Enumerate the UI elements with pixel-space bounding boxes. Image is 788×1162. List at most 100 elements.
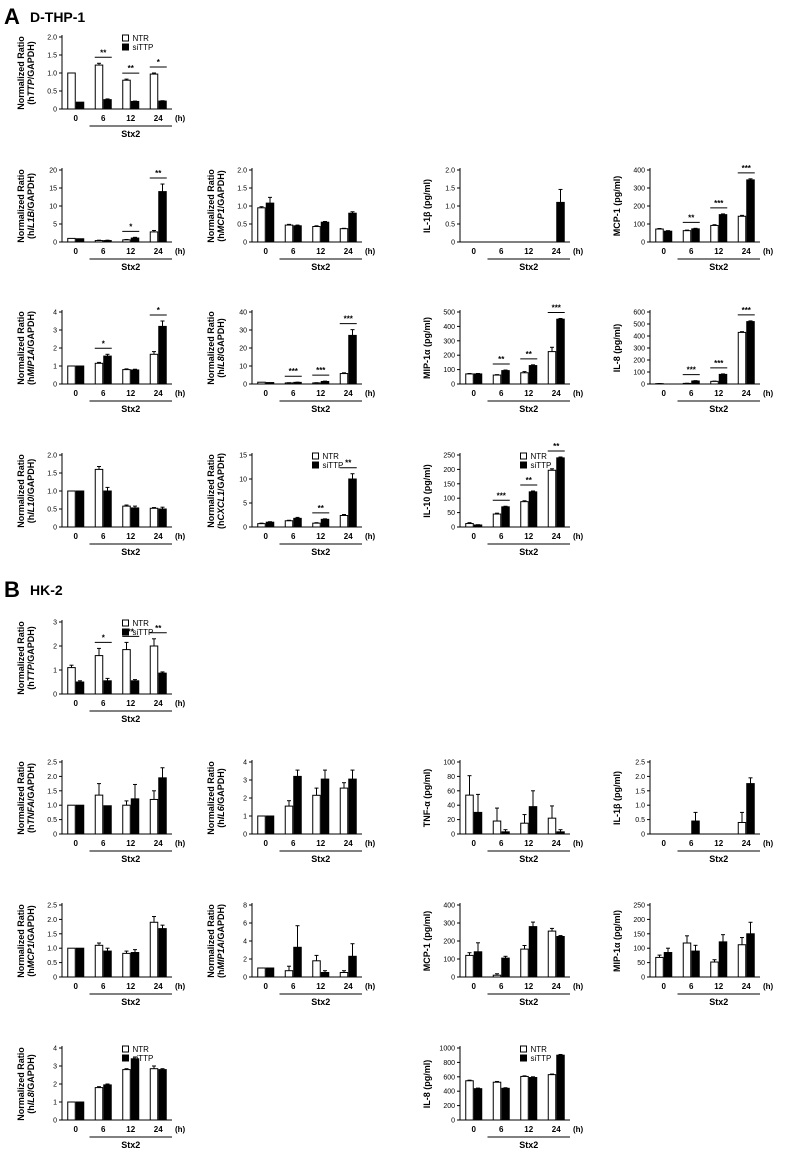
chart-0: 0 0.5 1.0 1.5 2.0 Normalized Ratio (hTTP/GAPDH…	[16, 34, 186, 139]
time-unit-label: (h)	[175, 532, 186, 541]
bar-ntr-24	[737, 944, 747, 978]
x-tick-label: 6	[499, 839, 504, 848]
bar-sittp-0	[265, 382, 275, 385]
x-tick-label: 24	[154, 1125, 163, 1134]
panel-b-label: B	[4, 577, 20, 602]
x-tick-label: 0	[74, 1125, 79, 1134]
y-tick-label: 6	[243, 921, 247, 928]
stx2-label: Stx2	[519, 262, 538, 272]
y-tick-label: 300	[633, 346, 645, 353]
stx2-label: Stx2	[121, 1140, 140, 1150]
y-axis-label: Normalized Ratio	[206, 169, 216, 243]
x-tick-label: 24	[154, 839, 163, 848]
y-tick-label: 20	[447, 817, 455, 824]
bar-sittp-6	[103, 950, 112, 978]
bar-sittp-6	[691, 228, 700, 243]
y-axis-label: MIP-1α (pg/ml)	[422, 317, 432, 379]
y-tick-label: 1.0	[47, 803, 57, 810]
bar-sittp-24	[158, 508, 167, 528]
x-tick-label: 0	[74, 699, 79, 708]
stx2-label: Stx2	[121, 129, 140, 139]
time-unit-label: (h)	[573, 247, 584, 256]
x-tick-label: 6	[291, 839, 296, 848]
bar-sittp-0	[75, 365, 85, 385]
y-tick-label: 1.5	[445, 186, 455, 193]
y-tick-label: 250	[633, 903, 645, 910]
stx2-label: Stx2	[121, 997, 140, 1007]
time-unit-label: (h)	[763, 247, 774, 256]
bar-ntr-24	[547, 469, 557, 528]
y-axis-label: Normalized Ratio	[16, 169, 26, 243]
bar-sittp-0	[75, 1101, 85, 1121]
x-tick-label: 24	[552, 982, 561, 991]
bar-sittp-24	[158, 100, 167, 110]
bar-ntr-0	[465, 1080, 474, 1121]
significance-label: **	[553, 442, 560, 451]
bar-ntr-0	[257, 967, 266, 978]
panel-a-label: A	[4, 4, 20, 29]
y-tick-label: 2	[53, 644, 57, 651]
y-tick-label: 0	[641, 832, 645, 839]
time-unit-label: (h)	[175, 982, 186, 991]
y-tick-label: 200	[443, 1103, 455, 1110]
y-tick-label: 1000	[439, 1046, 455, 1053]
legend-label-ntr: NTR	[133, 1045, 150, 1054]
y-axis-label-part: (h	[216, 521, 226, 530]
bar-ntr-24	[737, 331, 747, 385]
x-tick-label: 24	[344, 389, 353, 398]
y-tick-label: 1.0	[47, 71, 57, 78]
x-tick-label: 6	[499, 532, 504, 541]
legend-label-sittp: siTTP	[133, 43, 154, 52]
y-axis-label-part: IL8	[26, 1092, 36, 1105]
y-axis-label-part: /GAPDH)	[216, 768, 226, 806]
y-axis-label-part: Normalized Ratio	[16, 36, 26, 110]
bar-sittp-0	[663, 230, 673, 243]
stx2-label: Stx2	[709, 262, 728, 272]
y-axis-label-part: Normalized Ratio	[16, 169, 26, 243]
y-axis-label-part: /GAPDH)	[216, 453, 226, 491]
bar-sittp-6	[501, 370, 510, 385]
bar-sittp-6	[691, 950, 700, 978]
x-tick-label: 12	[524, 532, 533, 541]
bar-ntr-12	[122, 952, 131, 978]
significance-label: **	[155, 169, 162, 178]
x-tick-label: 12	[126, 532, 135, 541]
bar-sittp-6	[103, 680, 112, 695]
x-tick-label: 0	[264, 982, 269, 991]
significance-label: *	[102, 339, 106, 348]
legend-swatch-sittp	[122, 628, 129, 636]
bar-ntr-12	[312, 522, 321, 528]
y-axis-label: (hIL8/GAPDH)	[216, 318, 226, 378]
bar-sittp-24	[556, 936, 565, 978]
y-tick-label: 100	[443, 496, 455, 503]
bar-sittp-12	[130, 507, 140, 528]
bar-sittp-12	[320, 518, 330, 528]
y-tick-label: 200	[443, 939, 455, 946]
bar-sittp-12	[130, 237, 140, 243]
x-tick-label: 12	[126, 114, 135, 123]
y-tick-label: 3	[53, 620, 57, 627]
y-axis-label-part: MCP-1 (pg/ml)	[422, 911, 432, 972]
y-tick-label: 1.0	[47, 489, 57, 496]
bar-sittp-6	[293, 517, 302, 528]
bar-sittp-6	[691, 380, 700, 385]
bar-sittp-0	[473, 1088, 483, 1121]
bar-sittp-12	[718, 941, 728, 978]
x-tick-label: 6	[101, 389, 106, 398]
legend-swatch-sittp	[312, 461, 319, 469]
x-tick-label: 0	[662, 389, 667, 398]
y-tick-label: 0	[641, 240, 645, 247]
bar-ntr-24	[149, 798, 159, 835]
x-tick-label: 12	[126, 247, 135, 256]
x-tick-label: 6	[499, 247, 504, 256]
y-tick-label: 2.0	[47, 917, 57, 924]
bar-sittp-6	[103, 805, 112, 835]
x-tick-label: 0	[472, 532, 477, 541]
y-axis-label-part: /GAPDH)	[26, 41, 36, 79]
stx2-label: Stx2	[519, 1140, 538, 1150]
y-tick-label: 40	[447, 803, 455, 810]
chart-6: 0 10 20 30 40 Normalized Ratio (hIL8/GAPDH) 0 **…	[206, 310, 376, 415]
y-axis-label-part: Normalized Ratio	[16, 311, 26, 385]
time-unit-label: (h)	[365, 532, 376, 541]
